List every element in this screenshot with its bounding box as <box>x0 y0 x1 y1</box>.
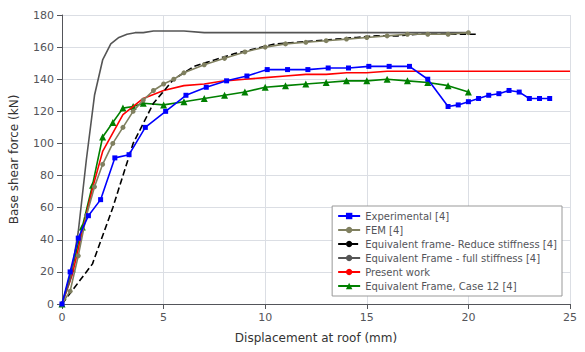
svg-text:15: 15 <box>360 311 374 324</box>
svg-text:Present work: Present work <box>365 267 430 278</box>
svg-text:20: 20 <box>40 265 54 278</box>
svg-text:10: 10 <box>258 311 272 324</box>
svg-text:120: 120 <box>33 105 54 118</box>
svg-text:Equivalent Frame, Case 12 [4]: Equivalent Frame, Case 12 [4] <box>365 281 517 292</box>
svg-text:Equivalent frame- Reduce stiff: Equivalent frame- Reduce stiffness [4] <box>365 239 557 250</box>
svg-text:Displacement at roof (mm): Displacement at roof (mm) <box>235 331 397 345</box>
svg-text:40: 40 <box>40 233 54 246</box>
svg-text:0: 0 <box>47 298 54 311</box>
svg-text:Equivalent Frame - full stiffn: Equivalent Frame - full stiffness [4] <box>365 253 540 264</box>
svg-text:25: 25 <box>563 311 577 324</box>
svg-text:80: 80 <box>40 169 54 182</box>
svg-text:FEM [4]: FEM [4] <box>365 225 403 236</box>
svg-text:160: 160 <box>33 41 54 54</box>
svg-text:0: 0 <box>59 311 66 324</box>
svg-text:Base shear force (kN): Base shear force (kN) <box>7 95 21 225</box>
svg-text:Experimental [4]: Experimental [4] <box>365 211 449 222</box>
svg-text:100: 100 <box>33 137 54 150</box>
svg-text:5: 5 <box>160 311 167 324</box>
svg-text:20: 20 <box>461 311 475 324</box>
svg-text:140: 140 <box>33 73 54 86</box>
svg-text:60: 60 <box>40 201 54 214</box>
svg-text:180: 180 <box>33 9 54 22</box>
